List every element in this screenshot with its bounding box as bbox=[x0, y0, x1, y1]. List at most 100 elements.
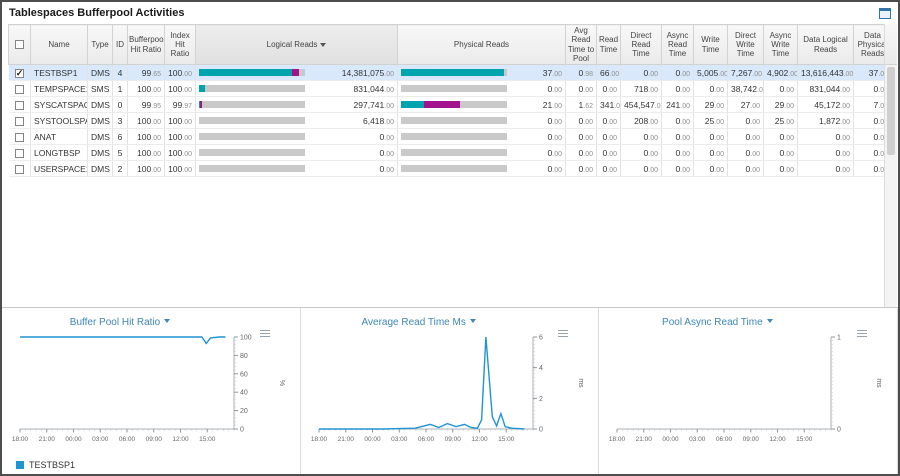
cell-async_write: 0.00 bbox=[763, 144, 798, 161]
column-header-idx_hit[interactable]: Index Hit Ratio bbox=[164, 24, 196, 65]
logical-reads-bar bbox=[199, 69, 305, 76]
cell-physical: 21.00 bbox=[397, 96, 566, 113]
cell-bp_hit: 99.65 bbox=[127, 64, 165, 81]
chart-title-dropdown[interactable]: Buffer Pool Hit Ratio bbox=[2, 312, 238, 329]
cell-write: 0.00 bbox=[693, 144, 728, 161]
column-label: Data Logical Reads bbox=[803, 35, 848, 54]
cell-physical: 37.00 bbox=[397, 64, 566, 81]
table-row[interactable]: USERSPACE1 DMS 2 100.00 100.00 0.00 0.00 0.00 0.… bbox=[8, 160, 892, 177]
column-header-name[interactable]: Name bbox=[30, 24, 88, 65]
cell-bp_hit: 100.00 bbox=[127, 128, 165, 145]
svg-text:15:00: 15:00 bbox=[199, 436, 216, 443]
physical-reads-bar bbox=[401, 85, 507, 92]
svg-text:80: 80 bbox=[240, 353, 248, 360]
row-checkbox[interactable] bbox=[14, 116, 24, 126]
svg-text:4: 4 bbox=[539, 365, 543, 372]
cell-async_read: 0.00 bbox=[661, 80, 694, 97]
table-row[interactable]: TEMPSPACE1 SMS 1 100.00 100.00 831,044.00 0.00… bbox=[8, 80, 892, 97]
cell-bp_hit: 99.95 bbox=[127, 96, 165, 113]
vertical-scrollbar[interactable] bbox=[884, 24, 897, 307]
svg-text:2: 2 bbox=[539, 396, 543, 403]
cell-data_logical: 0.00 bbox=[797, 160, 854, 177]
chart-options-icon[interactable] bbox=[558, 330, 569, 339]
row-checkbox[interactable] bbox=[14, 148, 24, 158]
scrollbar-thumb[interactable] bbox=[887, 67, 895, 155]
svg-text:18:00: 18:00 bbox=[311, 436, 328, 443]
column-header-write[interactable]: Write Time bbox=[693, 24, 728, 65]
cell-name: USERSPACE1 bbox=[30, 160, 88, 177]
column-header-logical[interactable]: Logical Reads bbox=[195, 24, 398, 65]
column-header-direct_write[interactable]: Direct Write Time bbox=[727, 24, 764, 65]
chart-title: Pool Async Read Time bbox=[662, 317, 763, 328]
row-checkbox[interactable] bbox=[14, 68, 24, 79]
cell-write: 0.00 bbox=[693, 160, 728, 177]
chevron-down-icon bbox=[469, 318, 476, 323]
select-all-checkbox[interactable] bbox=[15, 40, 24, 50]
cell-direct_read: 208.00 bbox=[620, 112, 662, 129]
column-header-avg_pool[interactable]: Avg Read Time to Pool bbox=[565, 24, 597, 65]
row-checkbox[interactable] bbox=[14, 132, 24, 142]
column-header-id[interactable]: ID bbox=[112, 24, 128, 65]
cell-id: 4 bbox=[112, 64, 128, 81]
logical-reads-bar bbox=[199, 101, 305, 108]
svg-text:12:00: 12:00 bbox=[770, 436, 787, 443]
cell-logical: 0.00 bbox=[195, 160, 398, 177]
row-checkbox[interactable] bbox=[14, 164, 24, 174]
cell-value: 0.00 bbox=[547, 147, 562, 158]
cell-write: 0.00 bbox=[693, 80, 728, 97]
logical-reads-bar bbox=[199, 165, 305, 172]
cell-read: 0.00 bbox=[596, 144, 621, 161]
chart-options-icon[interactable] bbox=[857, 330, 868, 339]
column-header-type[interactable]: Type bbox=[87, 24, 113, 65]
row-checkbox[interactable] bbox=[14, 100, 24, 110]
cell-type: DMS bbox=[87, 112, 113, 129]
svg-text:03:00: 03:00 bbox=[92, 436, 109, 443]
chart-options-icon[interactable] bbox=[259, 330, 270, 339]
svg-text:18:00: 18:00 bbox=[609, 436, 626, 443]
chart-title-dropdown[interactable]: Average Read Time Ms bbox=[301, 312, 537, 329]
cell-type: DMS bbox=[87, 144, 113, 161]
cell-async_write: 0.00 bbox=[763, 160, 798, 177]
column-label: Write Time bbox=[701, 35, 720, 54]
svg-text:ms: ms bbox=[577, 378, 584, 388]
svg-text:%: % bbox=[278, 380, 285, 386]
table-row[interactable]: LONGTBSP DMS 5 100.00 100.00 0.00 0.00 0.00 0.00… bbox=[8, 144, 892, 161]
column-header-data_logical[interactable]: Data Logical Reads bbox=[797, 24, 854, 65]
panel-window-icon[interactable] bbox=[879, 7, 891, 19]
svg-text:00:00: 00:00 bbox=[663, 436, 680, 443]
cell-type: DMS bbox=[87, 160, 113, 177]
column-header-async_read[interactable]: Async Read Time bbox=[661, 24, 694, 65]
cell-data_physical: 0.00 bbox=[853, 80, 892, 97]
physical-reads-bar bbox=[401, 69, 507, 76]
column-label: Direct Read Time bbox=[630, 30, 652, 59]
column-header-read[interactable]: Read Time bbox=[596, 24, 621, 65]
cell-bp_hit: 100.00 bbox=[127, 144, 165, 161]
legend-marker bbox=[16, 461, 24, 469]
column-header-physical[interactable]: Physical Reads bbox=[397, 24, 566, 65]
column-label: Read Time bbox=[598, 35, 619, 54]
cell-write: 0.00 bbox=[693, 128, 728, 145]
table-row[interactable]: ANAT DMS 6 100.00 100.00 0.00 0.00 0.00 0.00 0.00… bbox=[8, 128, 892, 145]
column-header-check[interactable] bbox=[8, 24, 31, 65]
row-checkbox[interactable] bbox=[14, 84, 24, 94]
svg-text:06:00: 06:00 bbox=[119, 436, 136, 443]
cell-direct_read: 0.00 bbox=[620, 144, 662, 161]
cell-async_write: 29.00 bbox=[763, 96, 798, 113]
table-row[interactable]: SYSTOOLSPACEDMS3100.00100.006,418.000.00… bbox=[8, 112, 892, 129]
cell-value: 21.00 bbox=[542, 99, 562, 110]
cell-id: 3 bbox=[112, 112, 128, 129]
svg-text:40: 40 bbox=[240, 390, 248, 397]
cell-name: LONGTBSP bbox=[30, 144, 88, 161]
cell-avg_pool: 0.00 bbox=[565, 80, 597, 97]
chart-title-dropdown[interactable]: Pool Async Read Time bbox=[599, 312, 835, 329]
cell-avg_pool: 0.00 bbox=[565, 128, 597, 145]
column-header-bp_hit[interactable]: Bufferpool Hit Ratio bbox=[127, 24, 165, 65]
cell-data_logical: 0.00 bbox=[797, 144, 854, 161]
column-header-async_write[interactable]: Async Write Time bbox=[763, 24, 798, 65]
cell-avg_pool: 1.62 bbox=[565, 96, 597, 113]
column-header-direct_read[interactable]: Direct Read Time bbox=[620, 24, 662, 65]
svg-text:15:00: 15:00 bbox=[498, 436, 515, 443]
logical-reads-bar bbox=[199, 149, 305, 156]
